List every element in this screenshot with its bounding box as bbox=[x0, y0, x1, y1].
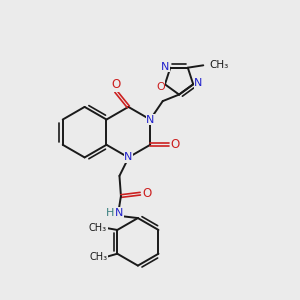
Text: H: H bbox=[106, 208, 114, 218]
Text: O: O bbox=[171, 138, 180, 151]
Text: CH₃: CH₃ bbox=[209, 60, 229, 70]
Text: N: N bbox=[146, 115, 154, 124]
Text: CH₃: CH₃ bbox=[89, 223, 107, 232]
Text: N: N bbox=[194, 78, 202, 88]
Text: CH₃: CH₃ bbox=[90, 252, 108, 262]
Text: N: N bbox=[124, 152, 133, 162]
Text: O: O bbox=[156, 82, 165, 92]
Text: O: O bbox=[111, 78, 121, 92]
Text: N: N bbox=[115, 208, 123, 218]
Text: O: O bbox=[142, 187, 152, 200]
Text: N: N bbox=[161, 62, 170, 72]
